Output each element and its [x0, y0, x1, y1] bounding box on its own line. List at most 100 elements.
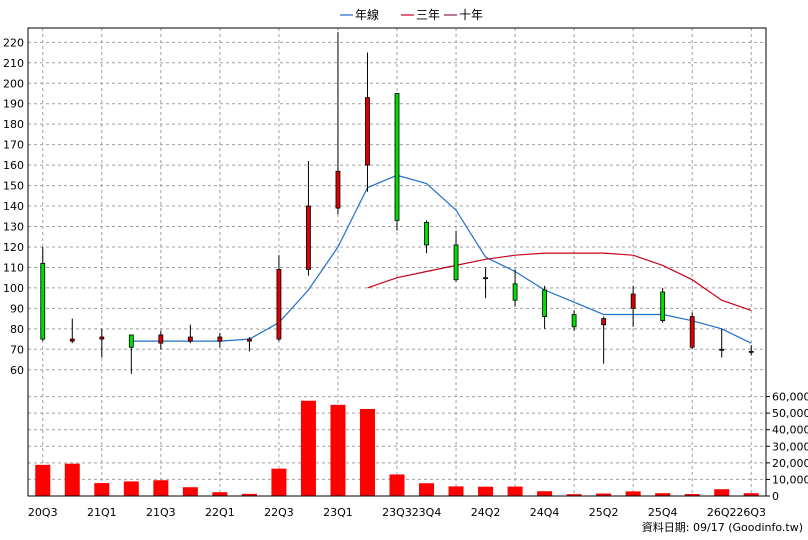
price-tick-label: 180 — [3, 118, 24, 131]
price-tick-label: 220 — [3, 36, 24, 49]
volume-tick-label: 0 — [772, 490, 779, 503]
candle-body — [748, 350, 754, 353]
period-tick-label: 20Q3 — [28, 506, 58, 519]
candle-body — [453, 244, 459, 281]
candle-body — [365, 97, 370, 166]
period-tick-label: 23Q4 — [412, 506, 442, 519]
price-tick-label: 110 — [3, 261, 24, 274]
candle-body — [217, 336, 223, 342]
volume-bar — [478, 486, 494, 496]
period-tick-label: 24Q4 — [530, 506, 560, 519]
volume-tick-label: 40,000 — [772, 424, 808, 437]
volume-bar — [507, 486, 523, 496]
data-date-footer: 資料日期: 09/17 (Goodinfo.tw) — [642, 520, 803, 534]
volume-bar — [596, 493, 612, 496]
price-tick-label: 200 — [3, 77, 24, 90]
price-tick-label: 170 — [3, 139, 24, 152]
chart-axes: 60 70 80 90 100 110 120 130 140 150 160 170 180 190 20… — [3, 27, 808, 519]
candle-body — [630, 293, 636, 309]
candle-body — [542, 289, 547, 317]
period-tick-label: 25Q4 — [648, 506, 678, 519]
volume-bar — [537, 491, 553, 496]
candle-body — [689, 316, 695, 348]
candle-body — [512, 283, 518, 301]
volume-bars — [35, 400, 759, 496]
period-tick-label: 21Q1 — [87, 506, 117, 519]
candle-body — [187, 336, 193, 342]
volume-bar — [448, 486, 464, 496]
volume-bar — [684, 494, 700, 496]
candle-body — [99, 336, 105, 340]
candle-body — [40, 262, 46, 340]
volume-tick-label: 50,000 — [772, 407, 808, 420]
candle-body — [276, 269, 282, 340]
period-tick-label: 22Q3 — [264, 506, 294, 519]
price-tick-label: 130 — [3, 221, 24, 234]
candle-body — [158, 334, 164, 344]
price-tick-label: 100 — [3, 282, 24, 295]
candle-body — [660, 291, 666, 322]
volume-tick-label: 10,000 — [772, 473, 808, 486]
volume-bar — [35, 464, 51, 496]
moving-average-lines — [131, 174, 752, 344]
period-tick-label: 26Q3 — [736, 506, 766, 519]
price-tick-label: 140 — [3, 200, 24, 213]
volume-bar — [182, 487, 198, 496]
volume-bar — [419, 483, 435, 496]
candle-body — [601, 318, 607, 326]
candle-body — [69, 338, 75, 342]
price-tick-label: 190 — [3, 98, 24, 111]
volume-bar — [153, 480, 169, 496]
volume-bar — [359, 409, 375, 496]
plot-frame — [27, 27, 767, 497]
legend-label: 三年 — [416, 8, 440, 22]
volume-bar — [123, 481, 139, 496]
volume-bar — [655, 493, 671, 496]
candlestick-series — [40, 32, 754, 374]
chart-legend: 年線 三年 十年 — [340, 7, 483, 22]
volume-bar — [241, 493, 257, 496]
volume-bar — [94, 483, 110, 496]
volume-bar — [743, 493, 759, 496]
price-tick-label: 60 — [10, 364, 24, 377]
volume-tick-label: 60,000 — [772, 391, 808, 404]
candle-body — [335, 170, 341, 209]
volume-bar — [271, 468, 287, 496]
volume-bar — [389, 474, 405, 496]
candle-body — [246, 338, 252, 342]
volume-bar — [566, 494, 582, 496]
candle-body — [719, 348, 725, 351]
period-tick-label: 25Q2 — [589, 506, 619, 519]
period-tick-label: 22Q1 — [205, 506, 235, 519]
price-tick-label: 90 — [10, 302, 24, 315]
price-tick-label: 70 — [10, 343, 24, 356]
period-tick-label: 23Q1 — [323, 506, 353, 519]
candle-body — [306, 205, 311, 270]
candle-body — [394, 93, 400, 221]
volume-tick-label: 20,000 — [772, 457, 808, 470]
ma-line-0 — [131, 174, 752, 344]
volume-bar — [300, 400, 316, 496]
volume-bar — [625, 491, 641, 496]
price-tick-label: 80 — [10, 323, 24, 336]
legend-label: 十年 — [459, 8, 483, 22]
price-tick-label: 120 — [3, 241, 24, 254]
price-tick-label: 210 — [3, 57, 24, 70]
volume-bar — [330, 404, 346, 496]
candle-body — [128, 334, 134, 348]
volume-bar — [714, 489, 730, 496]
candle-body — [424, 222, 429, 246]
ma-line-1 — [367, 252, 752, 311]
price-tick-label: 150 — [3, 180, 24, 193]
period-tick-label: 23Q3 — [382, 506, 412, 519]
period-tick-label: 26Q2 — [707, 506, 737, 519]
volume-bar — [64, 463, 80, 496]
candle-body — [571, 314, 577, 328]
candle-body — [483, 277, 488, 280]
period-tick-label: 24Q2 — [471, 506, 501, 519]
volume-bar — [212, 492, 228, 496]
period-tick-label: 21Q3 — [146, 506, 176, 519]
volume-tick-label: 30,000 — [772, 440, 808, 453]
legend-label: 年線 — [355, 7, 379, 22]
